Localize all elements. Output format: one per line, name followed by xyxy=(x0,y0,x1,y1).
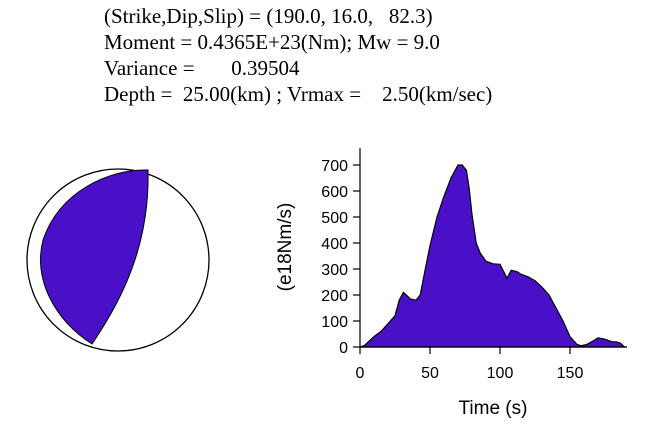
y-tick-label: 100 xyxy=(321,314,348,331)
beachball-compressional-quadrant xyxy=(40,169,149,345)
beachball xyxy=(26,168,210,352)
moment-rate-chart: 0 100 200 300 400 500 600 700 0 50 100 150 Time (s… xyxy=(275,148,627,419)
moment-magnitude-text: Moment = 0.4365E+23(Nm); Mw = 9.0 xyxy=(104,30,440,54)
depth-vrmax-text: Depth = 25.00(km) ; Vrmax = 2.50(km/sec) xyxy=(104,82,493,106)
y-tick-label: 600 xyxy=(321,184,348,201)
y-tick-label: 200 xyxy=(321,288,348,305)
variance-text: Variance = 0.39504 xyxy=(104,56,300,80)
y-tick-label: 400 xyxy=(321,236,348,253)
x-tick-label: 150 xyxy=(557,365,584,382)
x-axis-title: Time (s) xyxy=(459,398,528,419)
y-tick-label: 700 xyxy=(321,158,348,175)
y-tick-label: 0 xyxy=(339,340,348,357)
x-tick-label: 100 xyxy=(487,365,514,382)
y-axis-title: (e18Nm/s) xyxy=(275,203,296,292)
y-tick-group: 0 100 200 300 400 500 600 700 xyxy=(321,158,360,357)
x-tick-label: 0 xyxy=(356,365,365,382)
x-tick-group: 0 50 100 150 xyxy=(356,347,584,382)
moment-rate-area xyxy=(359,164,627,348)
y-tick-label: 300 xyxy=(321,262,348,279)
x-tick-label: 50 xyxy=(421,365,439,382)
strike-dip-slip-text: (Strike,Dip,Slip) = (190.0, 16.0, 82.3) xyxy=(104,4,433,28)
y-tick-label: 500 xyxy=(321,210,348,227)
